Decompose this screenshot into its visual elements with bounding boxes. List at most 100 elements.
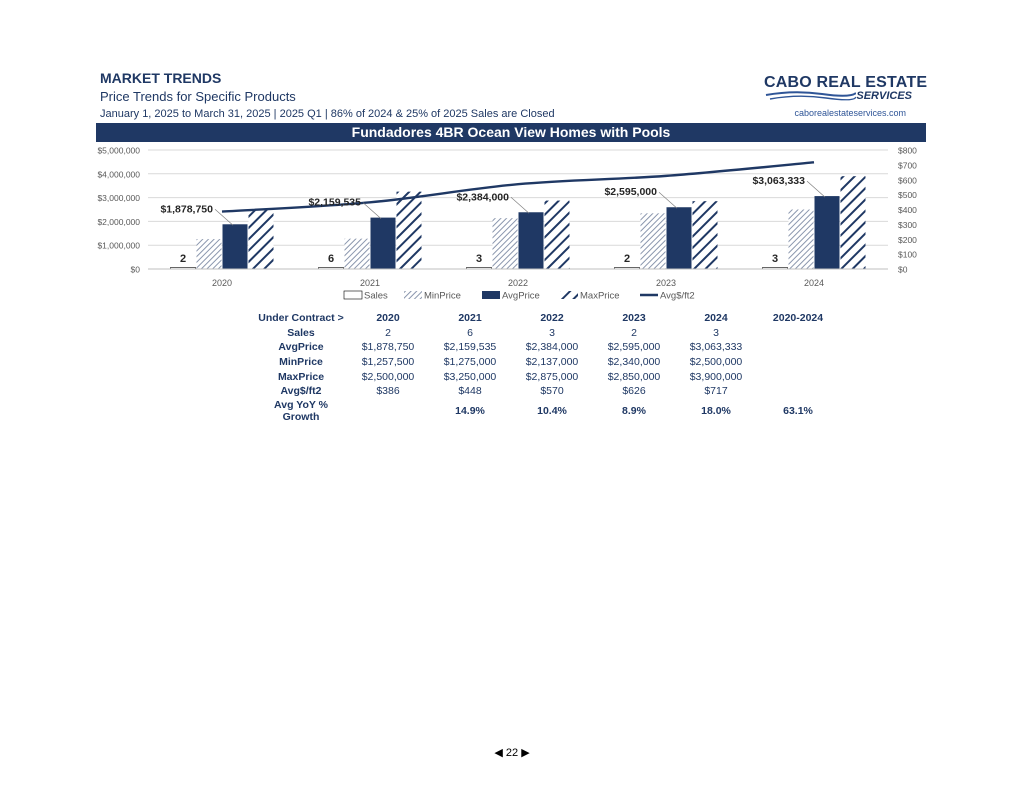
logo-line1: CABO REAL ESTATE — [764, 74, 928, 91]
prev-page-button[interactable]: ◀ — [494, 747, 503, 759]
row-label: Sales — [287, 326, 315, 339]
page-navigation: ◀ 22 ▶ — [0, 746, 1024, 759]
sales-data-label: 2 — [624, 253, 630, 265]
callout-leader — [362, 202, 382, 219]
x-tick-label: 2023 — [656, 278, 676, 288]
legend-swatch — [343, 290, 363, 300]
table-cell: 2 — [385, 326, 391, 339]
row-label: Under Contract > — [258, 312, 344, 325]
bar-avgprice-2022 — [518, 212, 544, 269]
table-cell: 10.4% — [537, 404, 567, 417]
callout-leader — [214, 209, 234, 226]
company-logo: CABO REAL ESTATE SERVICES caborealestate… — [760, 74, 927, 120]
bar-maxprice-2024 — [840, 176, 866, 269]
legend-swatch — [560, 291, 578, 299]
table-cell: $2,137,000 — [525, 356, 579, 369]
table-cell: 2020 — [376, 312, 400, 325]
bar-minprice-2023 — [640, 213, 666, 269]
table-cell: $3,900,000 — [689, 370, 743, 383]
bar-avgprice-2024 — [814, 196, 840, 269]
table-cell: $626 — [622, 385, 646, 398]
x-tick-label: 2020 — [212, 278, 232, 288]
legend-label: Sales — [364, 291, 388, 302]
x-tick-label: 2022 — [508, 278, 528, 288]
callout-leader — [510, 196, 530, 214]
table-row: MinPrice $1,257,500 $1,275,000 $2,137,000 $2… — [255, 355, 839, 370]
table-cell: 2024 — [704, 312, 728, 325]
table-cell: $2,500,000 — [361, 370, 415, 383]
y2-tick-label: $800 — [898, 146, 917, 156]
table-cell: $1,878,750 — [361, 341, 415, 354]
table-cell: 6 — [467, 326, 473, 339]
table-row: AvgPrice $1,878,750 $2,159,535 $2,384,000 $2… — [255, 340, 839, 355]
table-row: MaxPrice $2,500,000 $3,250,000 $2,875,000 $2… — [255, 369, 839, 384]
avg-price-data-label: $2,595,000 — [604, 186, 657, 198]
next-page-button[interactable]: ▶ — [521, 747, 530, 759]
callout-leader — [658, 191, 678, 209]
y2-tick-label: $100 — [898, 250, 917, 260]
y-tick-label: $5,000,000 — [97, 146, 140, 156]
sales-data-label: 6 — [328, 253, 334, 265]
row-label: Avg$/ft2 — [280, 385, 322, 398]
table-cell: $2,500,000 — [689, 356, 743, 369]
bar-avgprice-2020 — [222, 224, 248, 269]
table-cell: 2 — [631, 326, 637, 339]
table-cell: 14.9% — [455, 404, 485, 417]
legend-label: Avg$/ft2 — [660, 291, 695, 302]
table-cell: $2,875,000 — [525, 370, 579, 383]
table-cell — [757, 355, 839, 370]
y-tick-label: $0 — [131, 265, 141, 275]
legend-swatch — [404, 291, 422, 299]
avg-price-data-label: $2,384,000 — [456, 191, 509, 203]
table-cell: 2022 — [540, 312, 564, 325]
table-growth-row: Avg YoY % Growth 14.9% 10.4% 8.9% 18.0% 63.1% — [255, 399, 839, 423]
row-label: AvgPrice — [278, 341, 324, 354]
bar-maxprice-2023 — [692, 201, 718, 269]
legend-label: MinPrice — [424, 291, 461, 302]
x-tick-label: 2024 — [804, 278, 824, 288]
y2-tick-label: $300 — [898, 220, 917, 230]
y2-tick-label: $700 — [898, 160, 917, 170]
page-subtitle: Price Trends for Specific Products — [100, 89, 296, 104]
table-cell: $2,595,000 — [607, 341, 661, 354]
bar-maxprice-2021 — [396, 191, 422, 269]
table-cell — [757, 384, 839, 399]
y2-tick-label: $200 — [898, 235, 917, 245]
table-cell: $448 — [458, 385, 482, 398]
bar-minprice-2024 — [788, 209, 814, 269]
table-row: Sales 2 6 3 2 3 — [255, 326, 839, 341]
y-tick-label: $1,000,000 — [97, 241, 140, 251]
y2-tick-label: $0 — [898, 265, 908, 275]
summary-table: Under Contract > 2020 2021 2022 2023 2024 2020… — [255, 311, 839, 423]
table-cell: $1,275,000 — [443, 356, 497, 369]
table-cell: $3,250,000 — [443, 370, 497, 383]
logo-url[interactable]: caborealestateservices.com — [794, 108, 906, 118]
legend-swatch — [482, 291, 500, 299]
table-cell: 2021 — [458, 312, 482, 325]
table-cell: $386 — [376, 385, 400, 398]
callout-leader — [806, 180, 826, 198]
row-label: Avg YoY % Growth — [274, 398, 328, 423]
bar-minprice-2021 — [344, 238, 370, 269]
table-cell: $2,340,000 — [607, 356, 661, 369]
table-cell: 3 — [549, 326, 555, 339]
bar-minprice-2022 — [492, 218, 518, 269]
legend-label: AvgPrice — [502, 291, 540, 302]
page-title: MARKET TRENDS — [100, 70, 222, 86]
table-cell: $3,063,333 — [689, 341, 743, 354]
table-cell: $717 — [704, 385, 728, 398]
logo-wave-icon — [765, 91, 856, 101]
bar-maxprice-2020 — [248, 209, 274, 269]
table-cell: $2,159,535 — [443, 341, 497, 354]
market-trends-chart: 2 6 3 2 3 $1,878,750 $2,159,535 $2,384,000 $2,59… — [97, 146, 917, 302]
table-header-row: Under Contract > 2020 2021 2022 2023 2024 2020… — [255, 311, 839, 326]
table-cell: 3 — [713, 326, 719, 339]
logo-line2: SERVICES — [856, 90, 912, 102]
y-tick-label: $2,000,000 — [97, 217, 140, 227]
table-row: Avg$/ft2 $386 $448 $570 $626 $717 — [255, 384, 839, 399]
legend-label: MaxPrice — [580, 291, 620, 302]
table-cell: $2,384,000 — [525, 341, 579, 354]
table-cell — [757, 369, 839, 384]
table-cell: 18.0% — [701, 404, 731, 417]
y2-tick-label: $600 — [898, 175, 917, 185]
